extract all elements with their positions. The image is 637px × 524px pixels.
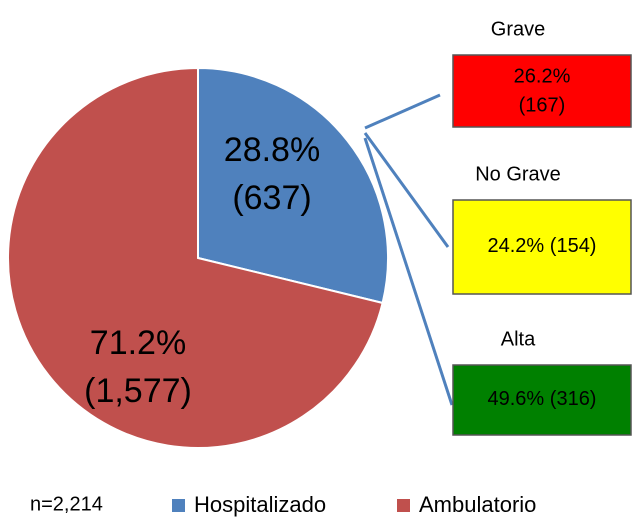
box-text: 49.6% (316) xyxy=(488,388,597,410)
slice-label: 71.2% xyxy=(90,324,186,362)
box-value: 49.6% xyxy=(488,388,545,410)
slice-label: 28.8% xyxy=(224,131,320,169)
box-title: Grave xyxy=(491,18,545,40)
box-title: Alta xyxy=(501,328,536,350)
pie-slice xyxy=(197,66,389,305)
slice-count: (637) xyxy=(232,179,311,217)
connector xyxy=(363,132,450,248)
legend-label: Ambulatorio xyxy=(419,492,536,517)
box-title: No Grave xyxy=(475,163,561,185)
breakdown-box xyxy=(452,364,632,436)
box-text: 24.2% (154) xyxy=(488,235,597,257)
breakdown-box xyxy=(452,199,632,295)
box-count: (316) xyxy=(550,388,597,410)
box-value: 24.2% xyxy=(488,235,545,257)
slice-count: (1,577) xyxy=(84,372,192,410)
annotation: n=2,214 xyxy=(30,493,103,515)
box-value: 26.2% xyxy=(514,65,571,87)
legend-swatch xyxy=(172,499,185,512)
legend-swatch xyxy=(397,499,410,512)
pie-slice xyxy=(7,66,384,449)
legend-label: Hospitalizado xyxy=(194,492,326,517)
box-count: (167) xyxy=(519,94,566,116)
breakdown-box xyxy=(452,54,632,128)
connector xyxy=(364,93,441,130)
box-count: (154) xyxy=(550,235,597,257)
connector xyxy=(363,137,454,406)
